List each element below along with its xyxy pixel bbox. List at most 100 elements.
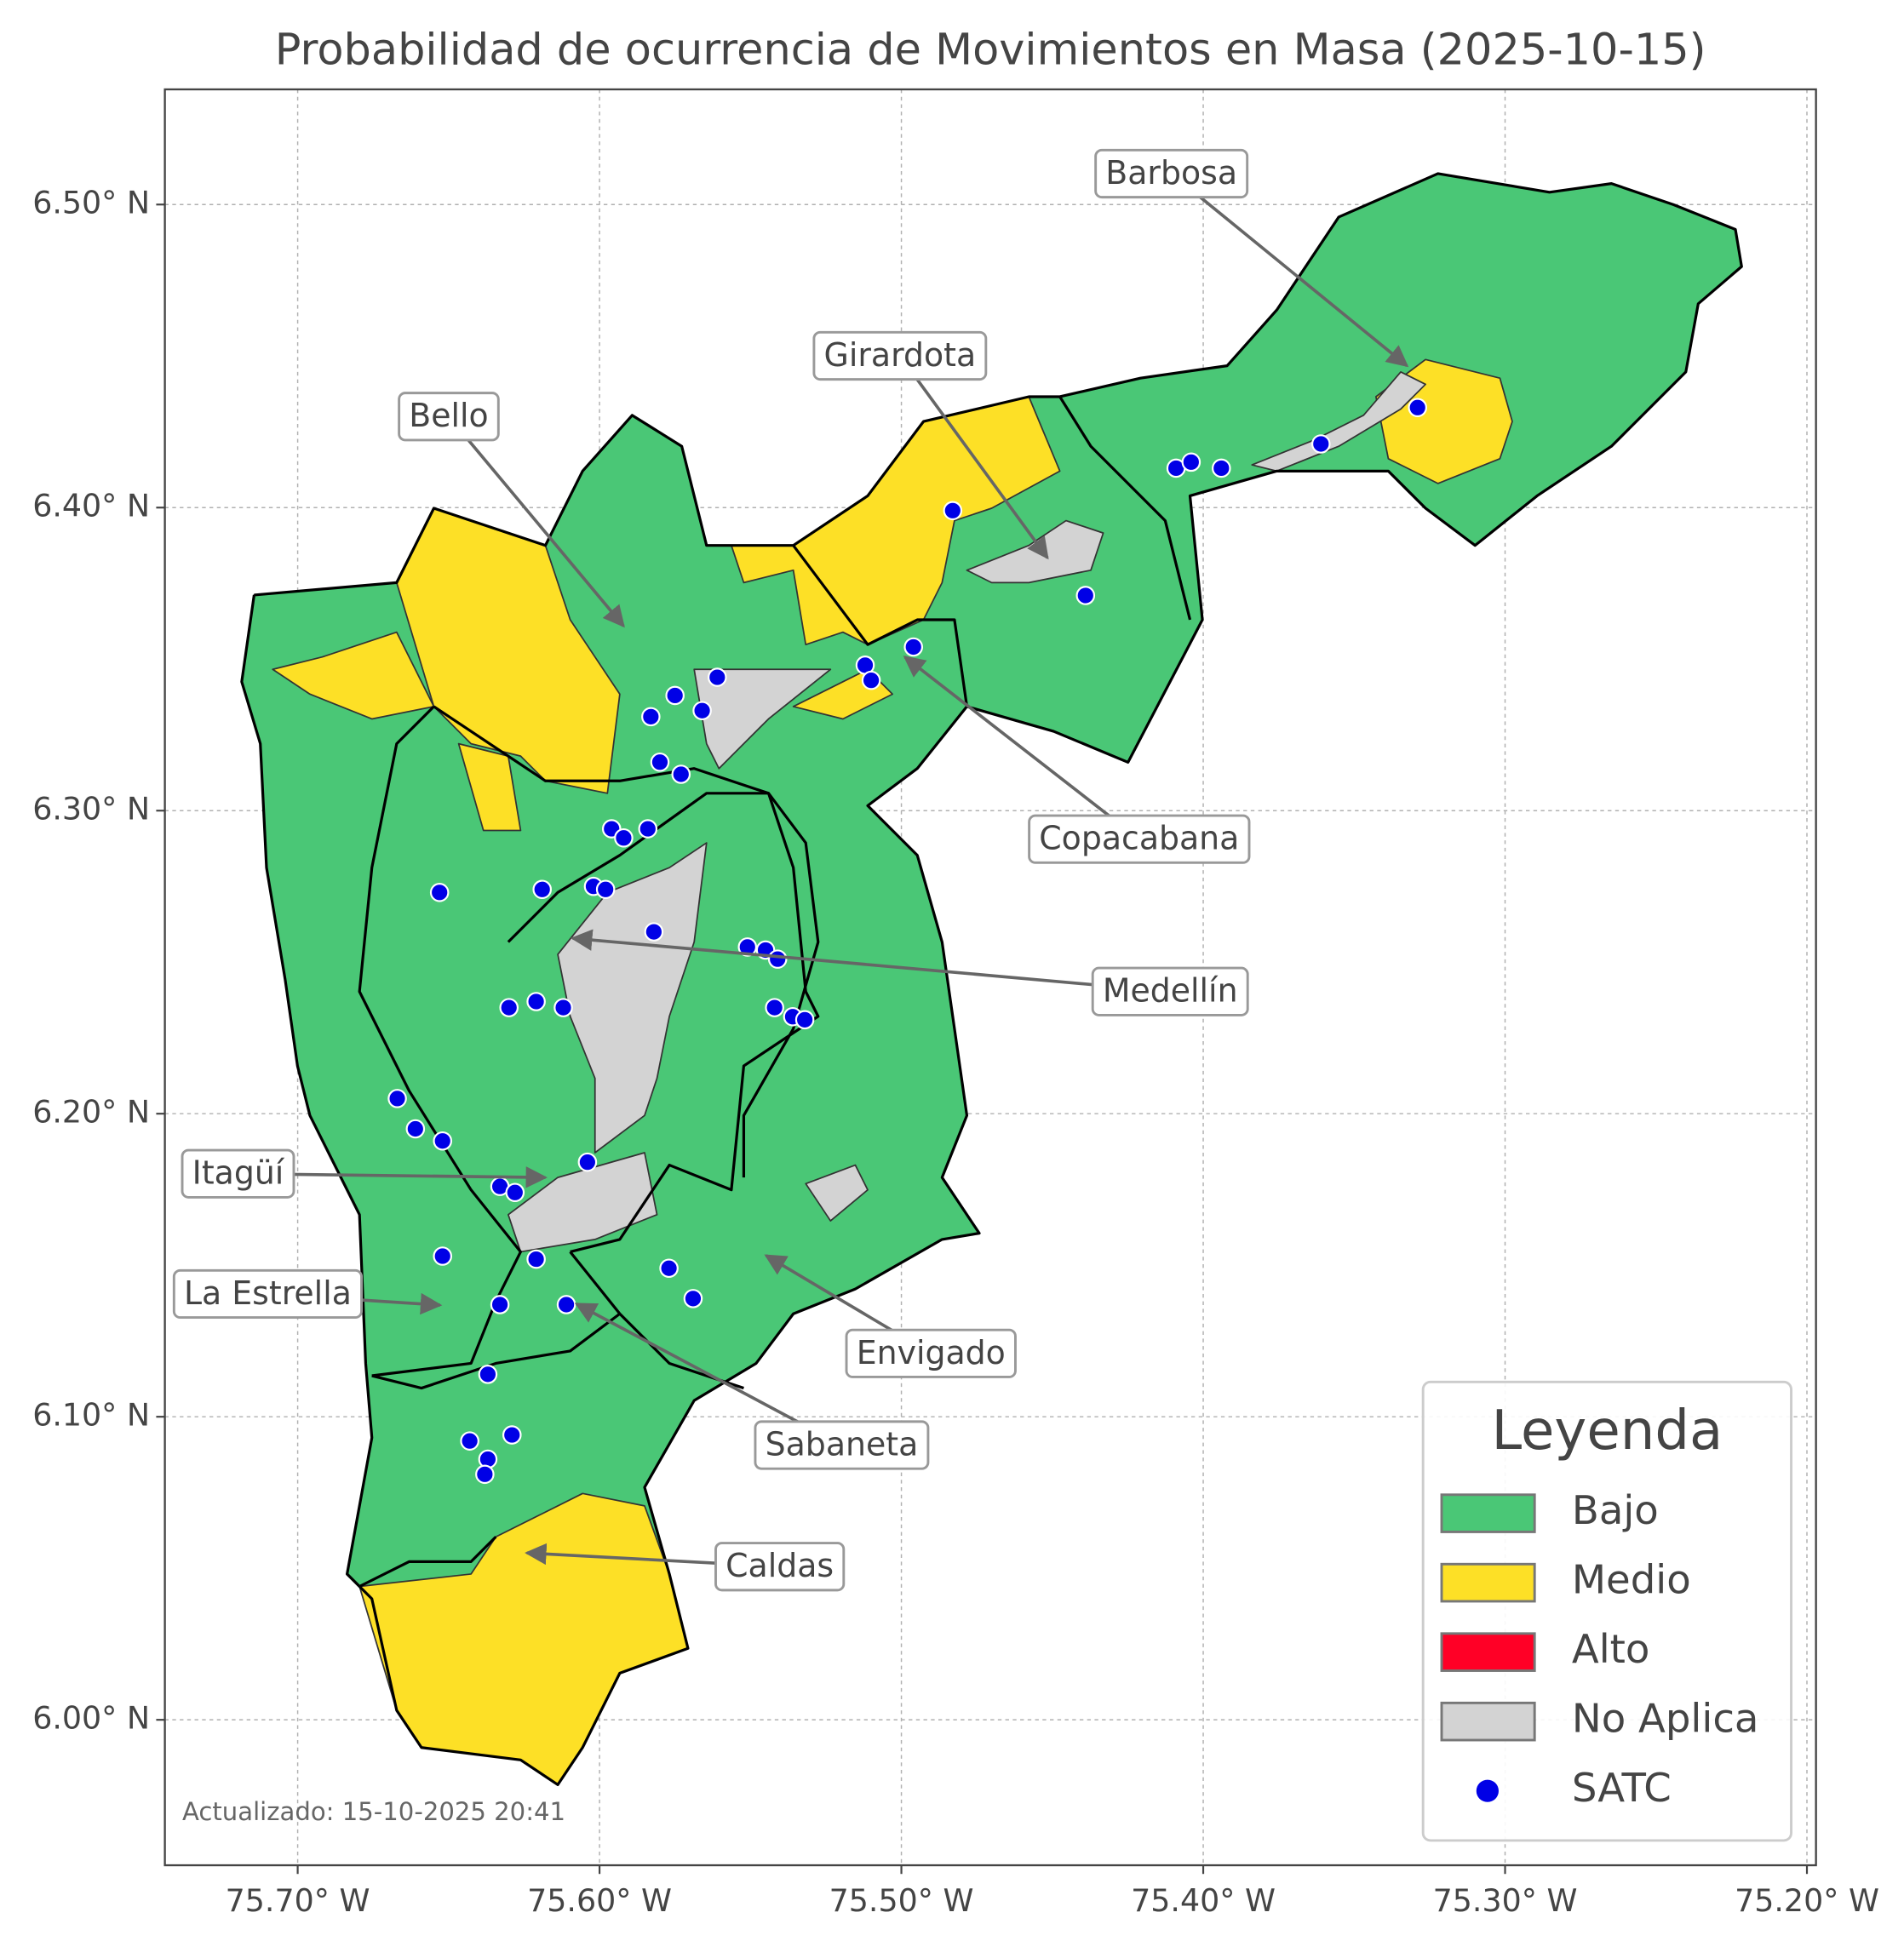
annotation: Barbosa	[1094, 148, 1249, 199]
annotation-arrow	[1170, 172, 1409, 368]
satc-station	[526, 992, 546, 1011]
legend-swatch	[1440, 1493, 1536, 1533]
annotation: Bello	[398, 392, 500, 442]
legend-label: Bajo	[1572, 1487, 1659, 1533]
annotation-box	[1028, 814, 1251, 864]
y-tick-label: 6.00° N	[32, 1700, 150, 1737]
annotation-box	[1094, 148, 1249, 199]
footer-note: Actualizado: 15-10-2025 20:41	[182, 1797, 565, 1826]
x-tick-label: 75.50° W	[829, 1882, 974, 1919]
satc-station	[460, 1431, 479, 1451]
annotation: Girardota	[812, 330, 988, 381]
municipal-border	[1058, 396, 1192, 621]
satc-station	[1075, 586, 1096, 605]
annotation-label: Bello	[409, 397, 488, 434]
annotation-label: Barbosa	[1105, 154, 1237, 192]
annotation-arrow	[571, 929, 1171, 993]
satc-station	[429, 883, 450, 902]
satc-station	[638, 819, 658, 839]
plot-frame	[163, 88, 1817, 1867]
annotation-box	[754, 1420, 930, 1470]
satc-station	[794, 1010, 815, 1030]
region-no-aplica	[805, 1164, 869, 1222]
x-tick-label: 75.60° W	[527, 1882, 672, 1919]
municipal-border	[240, 172, 1743, 1787]
satc-station	[1181, 452, 1201, 472]
annotation: Copacabana	[1028, 814, 1251, 864]
annotation-box	[172, 1268, 364, 1320]
annotation-label: Sabaneta	[766, 1426, 919, 1463]
annotation: Sabaneta	[754, 1420, 930, 1470]
legend-swatch	[1440, 1562, 1536, 1603]
satc-station	[526, 1249, 546, 1269]
satc-station	[665, 685, 685, 706]
annotation: Itagüí	[181, 1148, 295, 1199]
annotation-label: Itagüí	[192, 1154, 285, 1192]
satc-station	[943, 501, 963, 521]
satc-station	[505, 1182, 525, 1203]
x-tick-label: 75.20° W	[1735, 1882, 1879, 1919]
annotation-label: Girardota	[824, 336, 977, 374]
legend-label: SATC	[1572, 1765, 1672, 1811]
satc-station	[671, 764, 691, 784]
annotation-box	[845, 1328, 1017, 1378]
annotation-arrow	[903, 656, 1140, 841]
satc-station	[644, 922, 664, 942]
region-no-aplica	[1251, 371, 1426, 472]
map-title: Probabilidad de ocurrencia de Movimiento…	[275, 25, 1706, 75]
annotation: Medellín	[1091, 966, 1249, 1016]
satc-station	[683, 1289, 703, 1308]
y-tick-label: 6.30° N	[32, 791, 150, 827]
annotation-label: La Estrella	[184, 1274, 352, 1312]
regions	[240, 172, 1743, 1787]
y-tick-label: 6.40° N	[32, 488, 150, 524]
annotation-arrow	[447, 415, 625, 628]
annotation-box	[1091, 966, 1249, 1016]
satc-station	[387, 1089, 407, 1108]
municipal-border	[507, 792, 820, 1254]
satc-station	[553, 998, 573, 1017]
satc-station	[659, 1258, 679, 1279]
satc-station	[433, 1131, 453, 1151]
annotation-box	[812, 330, 988, 381]
satc-station	[405, 1119, 426, 1139]
satc-station	[1408, 398, 1428, 418]
legend-title: Leyenda	[1491, 1400, 1723, 1463]
satc-station	[433, 1246, 453, 1266]
region-medio	[457, 742, 522, 832]
annotation-label: Caldas	[725, 1547, 834, 1584]
satc-station	[1212, 458, 1231, 478]
satc-station	[765, 998, 784, 1017]
y-tick-label: 6.10° N	[32, 1397, 150, 1434]
y-tick-label: 6.50° N	[32, 185, 150, 221]
legend-swatch	[1440, 1701, 1536, 1742]
annotation-label: Copacabana	[1039, 820, 1239, 857]
annotation-box	[181, 1148, 295, 1199]
legend-swatch	[1440, 1632, 1536, 1672]
region-no-aplica	[557, 842, 708, 1154]
legend-label: Medio	[1572, 1557, 1691, 1603]
annotation-box	[714, 1542, 846, 1592]
y-tick-label: 6.20° N	[32, 1094, 150, 1131]
x-tick-label: 75.70° W	[226, 1882, 370, 1919]
satc-station	[641, 707, 661, 727]
satc-station	[532, 879, 552, 900]
municipal-border	[792, 544, 969, 707]
x-tick-label: 75.40° W	[1131, 1882, 1276, 1919]
satc-station	[903, 637, 924, 657]
municipal-border	[371, 1312, 621, 1390]
annotation: Caldas	[714, 1542, 846, 1592]
satc-station	[737, 937, 758, 957]
annotation: Envigado	[845, 1328, 1017, 1378]
region-no-aplica	[693, 668, 832, 770]
legend-marker	[1476, 1779, 1499, 1802]
satc-station	[556, 1295, 576, 1314]
satc-station	[614, 827, 634, 848]
municipal-border	[433, 705, 820, 1178]
annotation-label: Envigado	[857, 1334, 1006, 1371]
annotation: La Estrella	[172, 1268, 364, 1320]
satc-station	[767, 949, 788, 969]
satc-station	[502, 1425, 522, 1445]
satc-station	[478, 1365, 498, 1384]
